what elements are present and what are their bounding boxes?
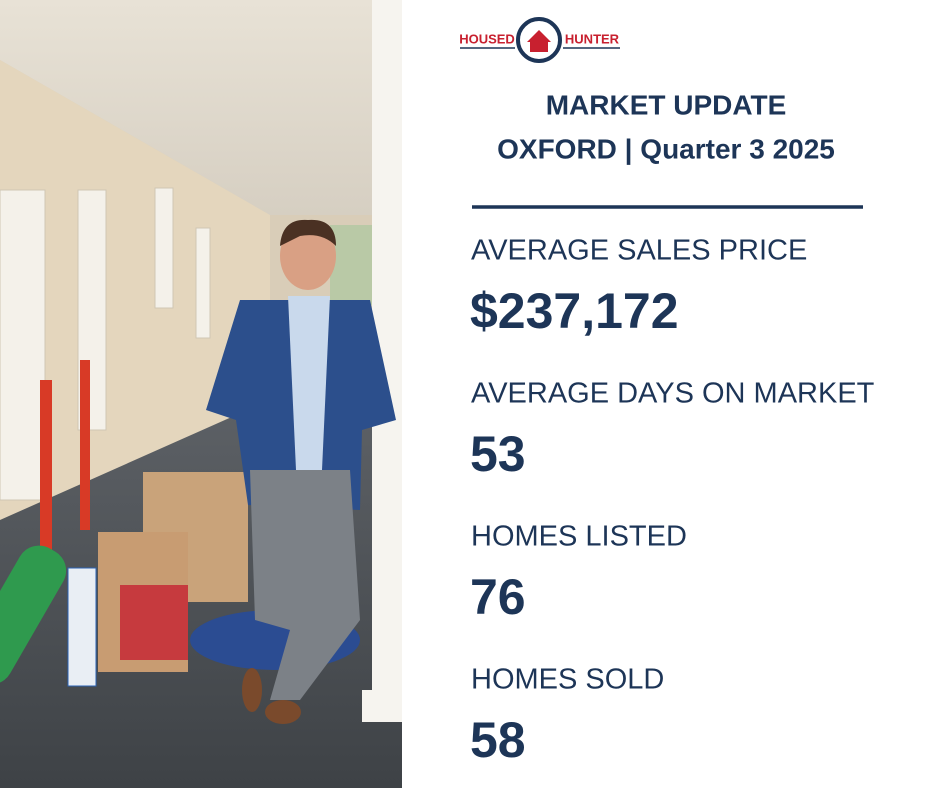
stat-value: 58 [470, 712, 526, 768]
stat-label: AVERAGE SALES PRICE [471, 235, 807, 267]
filter [67, 567, 97, 687]
stat-value: 76 [470, 569, 526, 625]
ceiling [0, 0, 402, 215]
shoe [242, 668, 262, 712]
wall [0, 60, 270, 520]
box-print [120, 585, 188, 660]
wrap-roll [0, 545, 67, 685]
stat-value: 53 [470, 426, 526, 482]
pants [250, 470, 360, 700]
stat-value: $237,172 [470, 283, 679, 339]
subtitle: OXFORD | Quarter 3 2025 [497, 133, 835, 164]
window [195, 227, 211, 339]
logo-right: HUNTER [565, 31, 620, 46]
stats: AVERAGE SALES PRICE $237,172 AVERAGE DAYS … [470, 235, 875, 769]
logo-house [527, 30, 551, 52]
window [154, 187, 174, 309]
dolly [40, 380, 52, 560]
title: MARKET UPDATE [546, 89, 787, 120]
stat-label: AVERAGE DAYS ON MARKET [471, 378, 875, 410]
logo: HOUSED HUNTER [459, 17, 620, 63]
hair [280, 219, 336, 246]
door [0, 189, 46, 501]
dolly [80, 360, 90, 530]
photo [0, 0, 402, 788]
logo-left: HOUSED [459, 31, 515, 46]
stat-label: HOMES SOLD [471, 664, 664, 696]
stat-label: HOMES LISTED [471, 521, 687, 553]
opening [330, 225, 372, 305]
column-base [362, 690, 402, 722]
shoe [265, 700, 301, 724]
shirt [288, 296, 330, 470]
